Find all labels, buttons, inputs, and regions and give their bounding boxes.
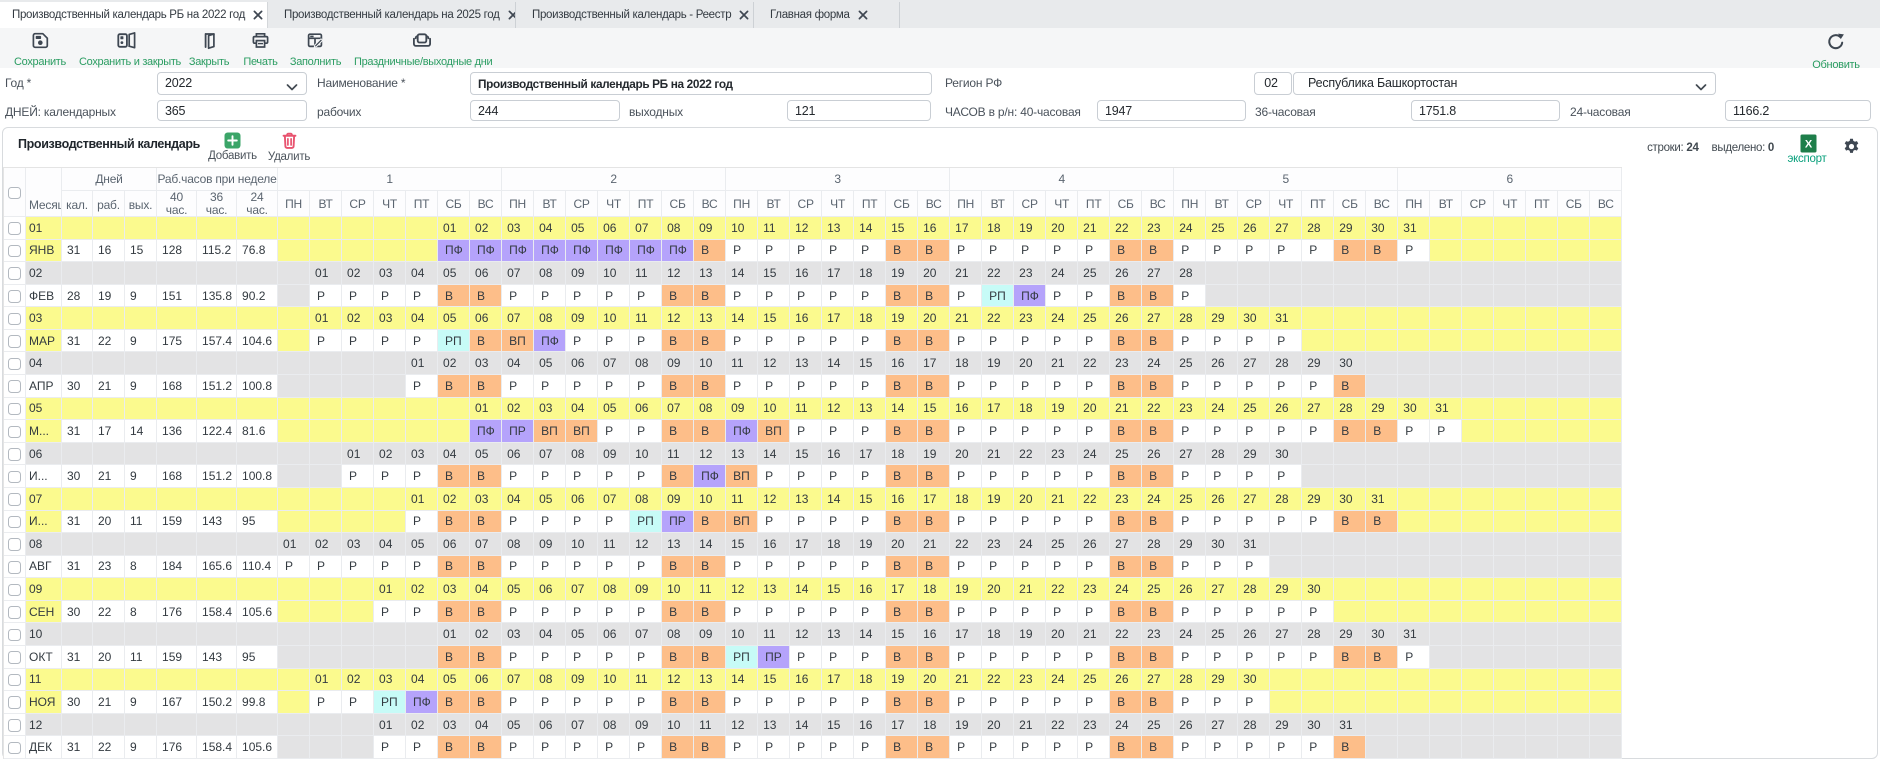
svg-text:X: X [1805,139,1813,151]
